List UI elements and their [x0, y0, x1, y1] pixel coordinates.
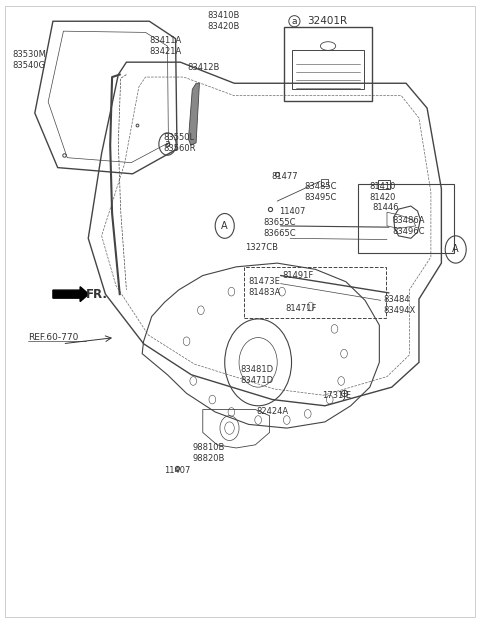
Text: 83410B
83420B: 83410B 83420B	[207, 11, 240, 31]
Text: 83530M
83540G: 83530M 83540G	[12, 50, 46, 70]
Text: 1731JE: 1731JE	[322, 391, 351, 400]
Text: 81473E
81483A: 81473E 81483A	[249, 277, 281, 297]
Bar	[244, 267, 386, 318]
Text: a: a	[165, 139, 170, 149]
Text: 11407: 11407	[164, 467, 190, 475]
Text: REF.60-770: REF.60-770	[28, 333, 78, 342]
Text: 83411A
83421A: 83411A 83421A	[149, 36, 181, 56]
Text: 81446: 81446	[372, 203, 399, 212]
Text: 81491F: 81491F	[282, 271, 313, 280]
Text: 82424A: 82424A	[257, 407, 289, 417]
Text: 83485C
83495C: 83485C 83495C	[304, 183, 337, 202]
Text: 81477: 81477	[271, 172, 298, 181]
Text: 83481D
83471D: 83481D 83471D	[240, 364, 273, 385]
Text: 83655C
83665C: 83655C 83665C	[263, 217, 296, 238]
FancyArrow shape	[53, 287, 89, 302]
Text: A: A	[452, 244, 459, 254]
Bar	[359, 184, 454, 253]
Bar	[292, 50, 364, 90]
Text: 11407: 11407	[279, 206, 305, 216]
Polygon shape	[189, 83, 199, 145]
Text: 83412B: 83412B	[188, 64, 220, 72]
Text: 32401R: 32401R	[307, 16, 347, 26]
Text: 83550L
83560R: 83550L 83560R	[164, 133, 196, 153]
Text: 83484
83494X: 83484 83494X	[383, 295, 415, 315]
Text: 1327CB: 1327CB	[245, 243, 278, 252]
Text: a: a	[292, 17, 297, 26]
Text: FR.: FR.	[86, 288, 108, 301]
Text: 83486A
83496C: 83486A 83496C	[393, 216, 425, 236]
Text: 98810B
98820B: 98810B 98820B	[193, 443, 225, 463]
Bar	[284, 27, 372, 101]
Text: 81471F: 81471F	[285, 304, 317, 313]
Text: A: A	[221, 221, 228, 231]
Text: 81410
81420: 81410 81420	[370, 183, 396, 202]
